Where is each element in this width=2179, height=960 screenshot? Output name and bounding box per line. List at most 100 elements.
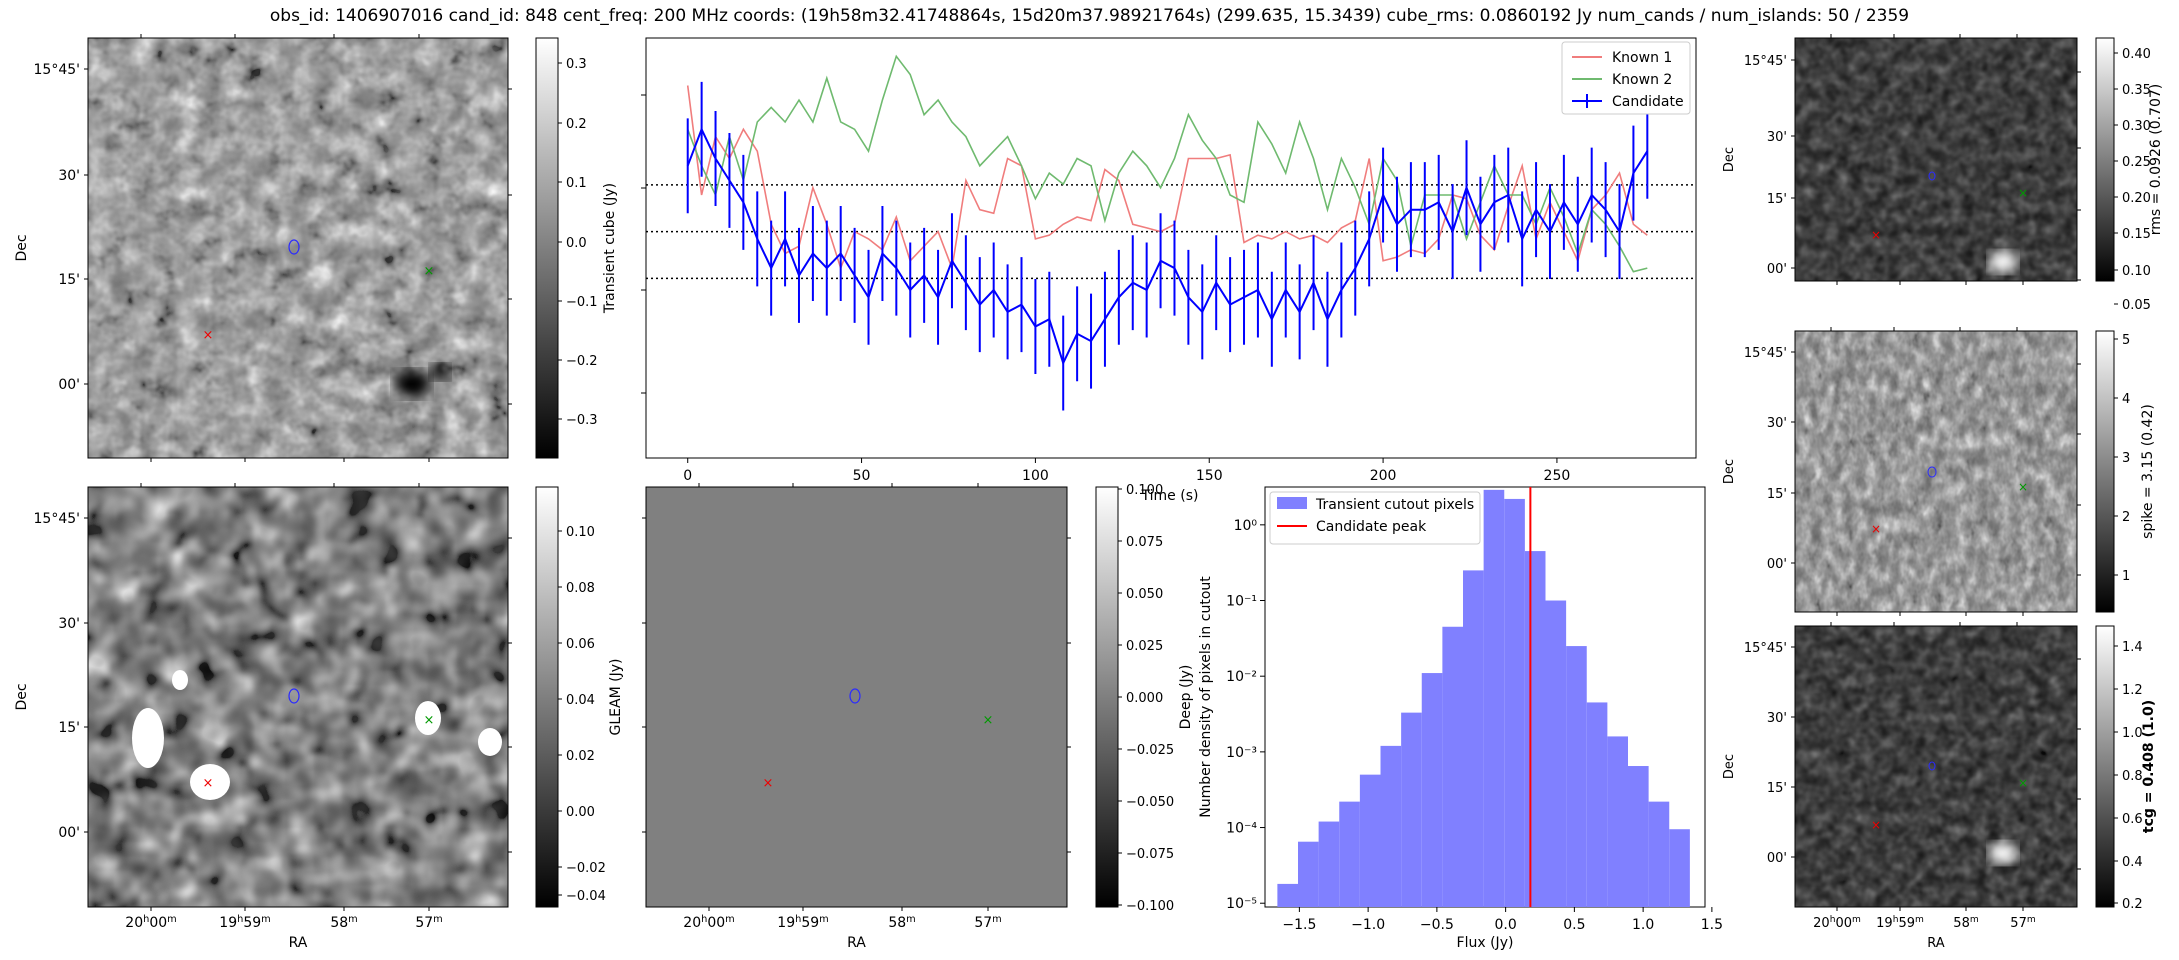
ra-tick-label: 19h59m [777, 914, 828, 931]
colorbar-tick-label: 0.000 [1126, 691, 1163, 706]
ra-tick-label: 57m [974, 914, 1001, 931]
colorbar-tick-label: −0.075 [1126, 847, 1174, 862]
colorbar-tick-label: 1.0 [2122, 726, 2143, 741]
tcg-image-panel: × × [1794, 625, 2078, 908]
series-known-2 [686, 54, 1648, 273]
dec-tick-label: 15°45' [34, 511, 80, 527]
colorbar-tick-label: 0.20 [2122, 191, 2151, 206]
colorbar-tick-label: −0.050 [1126, 795, 1174, 810]
colorbar-tick-label: 0.08 [566, 581, 595, 596]
histogram-bar [1628, 766, 1649, 907]
colorbar-tick-label: 0.05 [2122, 298, 2151, 313]
colorbar-tick-label: 0.075 [1126, 535, 1163, 550]
spike-colorbar: 5 4 3 2 1 spike = 3.15 (0.42) [2095, 330, 2156, 613]
rms-image-panel: × × [1794, 37, 2078, 282]
dec-tick-label: 30' [1767, 416, 1787, 431]
red-marker: × [203, 776, 214, 791]
gleam-colorbar: 0.10 0.08 0.06 0.04 0.02 0.00 −0.02 −0.04 GLEAM … [535, 486, 624, 908]
ra-tick-label: 20h00m [683, 914, 734, 931]
green-marker: × [424, 264, 435, 279]
colorbar-tick-label: 0.06 [566, 637, 595, 652]
x-tick-label: 50 [853, 468, 871, 484]
dec-tick-label: 00' [58, 377, 80, 393]
colorbar-tick-label: −0.02 [566, 861, 606, 876]
y-tick-label: 10⁻⁴ [1226, 821, 1257, 837]
colorbar-tick-label: 0.0 [566, 236, 587, 251]
colorbar-tick-label: 0.02 [566, 749, 595, 764]
colorbar-tick-label: 0.25 [2122, 155, 2151, 170]
colorbar-tick-label: 0.2 [2122, 897, 2143, 912]
histogram-bar [1318, 821, 1340, 907]
colorbar-gradient [2095, 625, 2115, 908]
colorbar-label: GLEAM (Jy) [608, 659, 624, 736]
dec-tick-label: 15°45' [1744, 54, 1787, 69]
ra-tick-label: 57m [415, 914, 442, 931]
colorbar-tick-label: 0.15 [2122, 227, 2151, 242]
dec-tick-label: 15°45' [34, 62, 80, 78]
dec-tick-label: 00' [1767, 851, 1787, 866]
candidate-contour [1927, 466, 1937, 478]
legend-swatch [1277, 497, 1307, 509]
colorbar-tick-label: 0.8 [2122, 769, 2143, 784]
colorbar-tick-label: 0.04 [566, 693, 595, 708]
histogram-legend: Transient cutout pixels Candidate peak [1269, 491, 1481, 545]
gleam-axes: 15°45' 30' 15' 00' 20h00m 19h59m 58m 57m Dec RA [14, 483, 512, 951]
colorbar-tick-label: −0.025 [1126, 743, 1174, 758]
tcg-axes: 15°45' 30' 15' 00' 20h00m 19h59m 58m 57m Dec RA [1722, 622, 2081, 951]
histogram-bar [1483, 489, 1505, 907]
histogram-bar [1648, 801, 1670, 907]
colorbar-tick-label: −0.100 [1126, 899, 1174, 914]
ra-axis-label: RA [289, 935, 308, 951]
x-tick-label: 250 [1544, 468, 1571, 484]
histogram-bar [1463, 570, 1484, 907]
colorbar-tick-label: 0.10 [2122, 264, 2151, 279]
legend-label: Transient cutout pixels [1315, 497, 1474, 513]
deep-image-panel: × × [645, 486, 1068, 908]
tcg-colorbar: 1.4 1.2 1.0 0.8 0.6 0.4 0.2 tcg = 0.408 (1.0) [2095, 625, 2157, 912]
dec-axis-label: Dec [1722, 147, 1737, 172]
colorbar-tick-label: 0.40 [2122, 47, 2151, 62]
ra-axis-label: RA [1927, 936, 1945, 951]
green-marker: × [2018, 776, 2028, 790]
colorbar-tick-label: 0.00 [566, 805, 595, 820]
colorbar-tick-label: 1 [2122, 569, 2130, 584]
histogram-bar [1421, 673, 1443, 907]
dec-axis-label: Dec [14, 683, 30, 710]
green-marker: × [2018, 480, 2028, 494]
colorbar-tick-label: 0.6 [2122, 812, 2143, 827]
rms-axes: 15°45' 30' 15' 00' Dec [1722, 34, 2081, 285]
colorbar-tick-label: 1.4 [2122, 640, 2143, 655]
histogram-bar [1524, 551, 1546, 907]
colorbar-label: rms = 0.0926 (0.707) [2148, 84, 2164, 236]
x-tick-label: 0.0 [1494, 917, 1516, 933]
dec-tick-label: 15' [58, 720, 80, 736]
colorbar-gradient [1095, 486, 1119, 908]
legend-label: Known 1 [1612, 50, 1672, 66]
x-tick-label: 1.5 [1701, 917, 1723, 933]
histogram-bar [1339, 801, 1360, 907]
y-tick-label: 10⁻² [1226, 669, 1257, 685]
colorbar-tick-label: −0.3 [566, 413, 598, 428]
dec-tick-label: 15°45' [1744, 346, 1787, 361]
colorbar-tick-label: −0.1 [566, 295, 598, 310]
x-axis-label: Flux (Jy) [1457, 935, 1514, 951]
colorbar-tick-label: 0.025 [1126, 639, 1163, 654]
histogram-bar [1566, 646, 1587, 907]
colorbar-gradient [2095, 330, 2115, 613]
ra-tick-label: 58m [888, 914, 915, 931]
histogram-bar [1442, 626, 1463, 907]
x-tick-label: 150 [1196, 468, 1223, 484]
colorbar-tick-label: 0.3 [566, 57, 587, 72]
histogram-bar [1545, 600, 1567, 907]
y-tick-label: 10⁰ [1234, 518, 1258, 534]
histogram-bar [1298, 841, 1319, 907]
colorbar-tick-label: 0.4 [2122, 855, 2143, 870]
candidate-contour [849, 688, 861, 704]
deep-colorbar: 0.100 0.075 0.050 0.025 0.000 −0.025 −0.050 −0.… [1095, 483, 1194, 914]
histogram-bar [1380, 745, 1402, 907]
green-marker: × [424, 713, 435, 728]
histogram-bar [1359, 774, 1381, 907]
ra-tick-label: 57m [2010, 915, 2036, 931]
colorbar-gradient [535, 37, 559, 459]
legend-label: Candidate peak [1316, 519, 1427, 535]
